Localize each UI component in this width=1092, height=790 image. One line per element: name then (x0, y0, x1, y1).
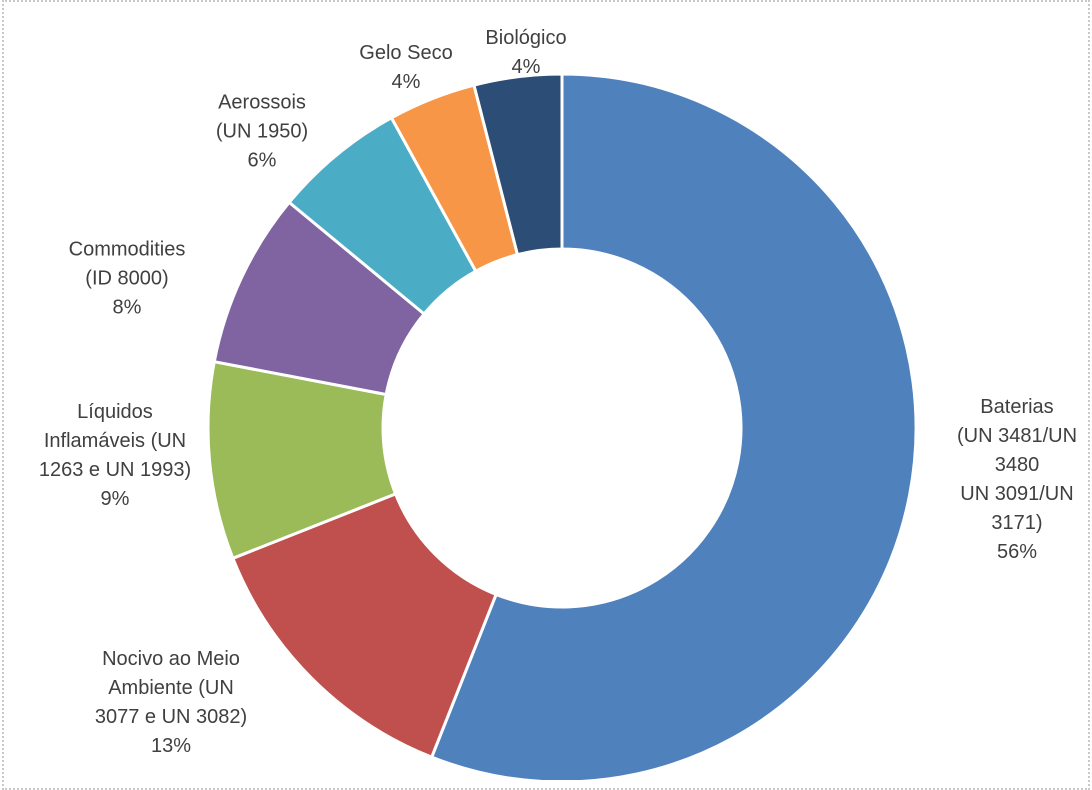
slice-percent-label: 9% (100, 488, 130, 510)
slice-data-label: Commodities (ID 8000) 8% (69, 236, 186, 323)
slice-label-line: 1263 e UN 1993) (38, 459, 192, 481)
slice-label-line: (UN 1950) (215, 120, 309, 143)
slice-label-line: (ID 8000) (85, 267, 169, 290)
slice-label-line: Ambiente (UN (108, 677, 234, 699)
donut-slice (472, 72, 564, 257)
slice-percent-label: 8% (112, 296, 142, 319)
donut-slice (430, 72, 918, 780)
slice-label-line: Gelo Seco (359, 42, 453, 64)
slice-label-line: Baterias (980, 396, 1054, 418)
slice-percent-label: 13% (150, 735, 192, 757)
slice-label-line: Inflamáveis (UN (43, 430, 187, 452)
slice-label-line: Nocivo ao Meio (102, 648, 240, 670)
slice-label-line: 3480 (994, 454, 1040, 476)
slice-data-label: Líquidos Inflamáveis (UN 1263 e UN 1993) 9% (39, 398, 191, 514)
slice-label-line: Biológico (485, 27, 567, 49)
slice-percent-label: 4% (391, 71, 421, 93)
slice-label-line: Líquidos (77, 401, 153, 423)
slice-label-line: (UN 3481/UN (956, 425, 1078, 447)
donut-slice (231, 492, 498, 759)
slice-data-label: Nocivo ao Meio Ambiente (UN 3077 e UN 3082… (95, 645, 247, 761)
slice-percent-label: 56% (996, 541, 1038, 563)
slice-label-line: 3077 e UN 3082) (94, 706, 248, 728)
slice-percent-label: 4% (511, 56, 541, 78)
slice-label-line: Aerossois (218, 91, 306, 114)
slice-label-line: 3171) (991, 512, 1043, 534)
slice-data-label: Gelo Seco 4% (359, 39, 452, 97)
slice-data-label: Baterias (UN 3481/UN 3480 UN 3091/UN 3171) 56… (957, 393, 1077, 567)
slice-label-line: UN 3091/UN (960, 483, 1074, 505)
slice-percent-label: 6% (247, 149, 277, 172)
slice-data-label: Biológico 4% (485, 24, 566, 82)
slice-data-label: Aerossois (UN 1950) 6% (216, 89, 308, 176)
slice-label-line: Commodities (68, 238, 186, 261)
